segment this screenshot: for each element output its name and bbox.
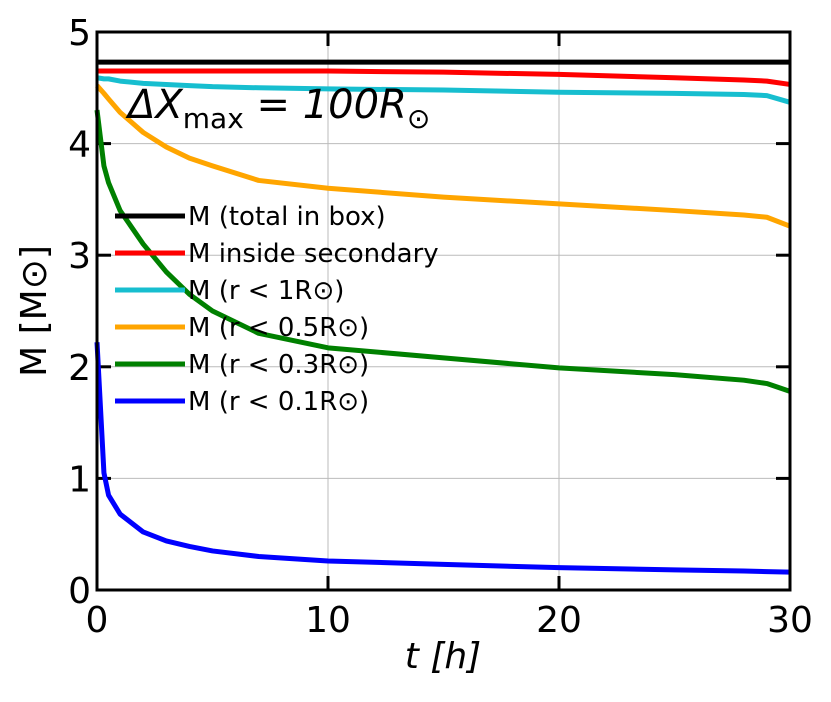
- x-axis-label: t [h]: [405, 636, 481, 677]
- x-tick-label: 0: [86, 600, 109, 641]
- series-line: [94, 109, 791, 394]
- x-tick-label: 30: [767, 600, 813, 641]
- legend-label: M (r < 0.3R⊙): [188, 350, 369, 380]
- x-tick-label: 20: [536, 600, 582, 641]
- y-tick-label: 2: [68, 348, 91, 389]
- x-tick-label: 10: [305, 600, 351, 641]
- y-tick-label: 0: [68, 571, 91, 612]
- legend-label: M inside secondary: [188, 239, 439, 269]
- y-tick-label: 5: [68, 13, 91, 54]
- annotation-part: ⊙: [407, 102, 430, 135]
- annotation-part: max: [183, 102, 244, 135]
- annotation: ΔXmax = 100R⊙: [125, 82, 430, 135]
- legend-label: M (r < 1R⊙): [188, 276, 344, 306]
- y-tick-label: 4: [68, 125, 91, 166]
- y-tick-label: 3: [68, 236, 91, 277]
- plot-frame: [95, 30, 792, 592]
- legend-label: M (total in box): [188, 202, 386, 232]
- y-tick-label: 1: [68, 459, 91, 500]
- series-line: [96, 75, 791, 105]
- annotation-part: = 100R: [244, 82, 407, 128]
- series-line: [94, 342, 791, 575]
- legend-label: M (r < 0.1R⊙): [188, 387, 369, 417]
- annotation-part: ΔX: [125, 82, 184, 128]
- series-line: [97, 68, 791, 87]
- y-axis-label: M [M⊙]: [14, 245, 55, 377]
- series-line: [95, 83, 791, 229]
- legend-label: M (r < 0.5R⊙): [188, 313, 369, 343]
